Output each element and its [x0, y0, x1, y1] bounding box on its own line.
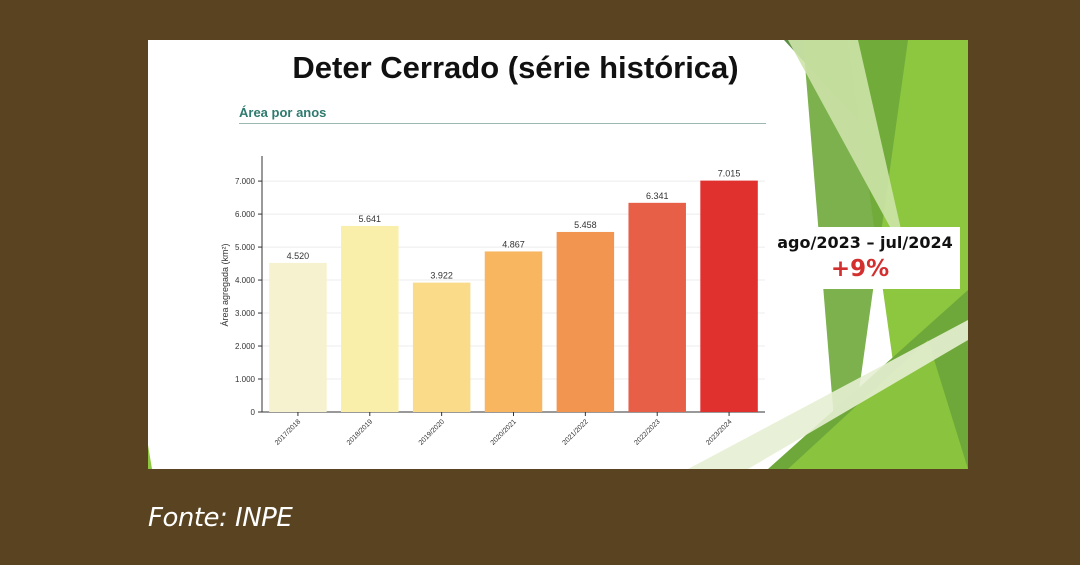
- highlight-change: +9%: [830, 256, 890, 282]
- bar-value-label: 6.341: [646, 191, 669, 201]
- bar: [556, 231, 615, 412]
- bar: [628, 202, 686, 412]
- x-tick-label: 2022/2023: [633, 418, 661, 446]
- highlight-box: ago/2023 – jul/2024 +9%: [770, 227, 960, 289]
- bar-value-label: 3.922: [430, 271, 453, 281]
- bar-value-label: 5.458: [574, 220, 597, 230]
- bar: [484, 251, 543, 412]
- y-tick-label: 3.000: [235, 309, 256, 318]
- bar: [700, 180, 758, 412]
- chart-title: Deter Cerrado (série histórica): [292, 50, 739, 85]
- subtitle-divider: [239, 123, 766, 124]
- bar: [269, 262, 327, 412]
- highlight-period: ago/2023 – jul/2024: [777, 233, 953, 252]
- y-tick-label: 0: [251, 408, 256, 417]
- green-decoration: [148, 40, 968, 469]
- y-tick-label: 2.000: [235, 342, 256, 351]
- chart-card: Deter Cerrado (série histórica) Área por…: [148, 40, 968, 469]
- bar: [412, 282, 471, 412]
- x-tick-label: 2019/2020: [418, 418, 446, 446]
- y-tick-label: 7.000: [235, 177, 256, 186]
- y-tick-label: 1.000: [235, 375, 256, 384]
- chart-subtitle: Área por anos: [239, 105, 327, 120]
- x-tick-label: 2023/2024: [705, 418, 733, 446]
- x-tick-label: 2018/2019: [346, 418, 374, 446]
- bar-value-label: 4.520: [287, 251, 310, 261]
- y-tick-label: 4.000: [235, 276, 256, 285]
- x-tick-label: 2020/2021: [490, 418, 518, 446]
- source-caption: Fonte: INPE: [148, 503, 293, 533]
- x-tick-label: 2017/2018: [274, 418, 302, 446]
- y-tick-label: 5.000: [235, 243, 256, 252]
- bar-value-label: 5.641: [359, 214, 382, 224]
- x-tick-label: 2021/2022: [561, 418, 589, 446]
- bar-chart: 0 1.000 2.000 3.000 4.000 5.000 6.000 7.000 Área…: [220, 156, 765, 447]
- bar-value-label: 7.015: [718, 169, 741, 179]
- y-axis-label: Área agregada (km²): [220, 243, 230, 326]
- bar-value-label: 4.867: [502, 239, 525, 249]
- bar: [341, 225, 399, 412]
- y-tick-label: 6.000: [235, 210, 256, 219]
